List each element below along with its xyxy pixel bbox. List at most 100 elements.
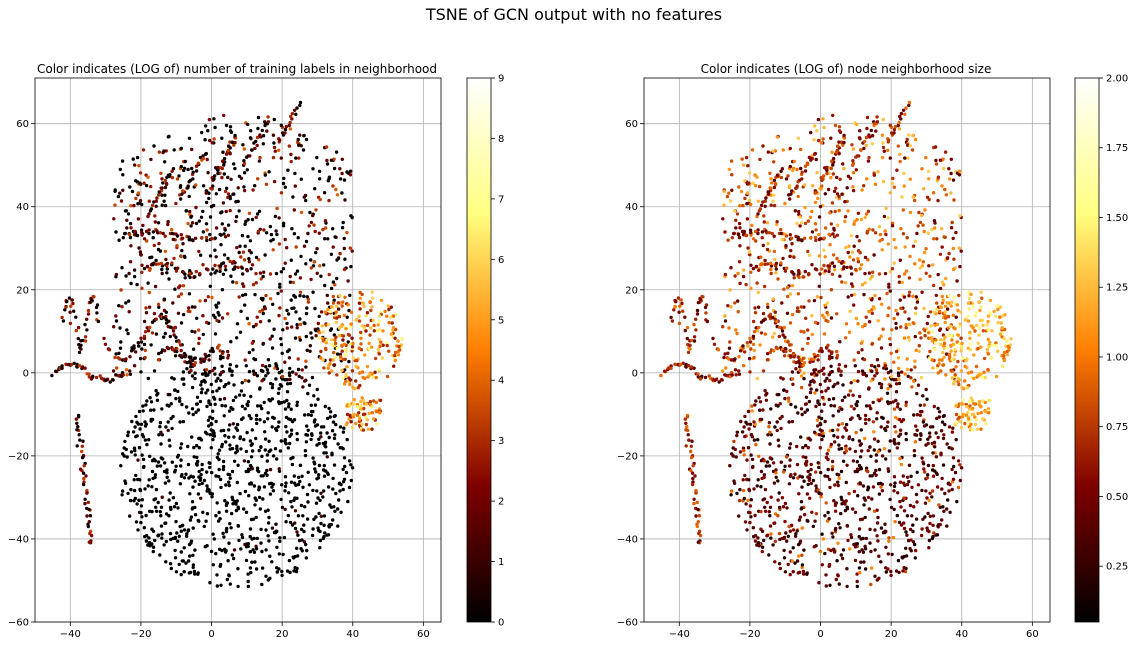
scatter-point [277, 467, 281, 471]
scatter-point [877, 399, 881, 403]
scatter-point [181, 377, 186, 381]
scatter-point [187, 136, 192, 140]
scatter-point [828, 485, 832, 490]
scatter-point [376, 323, 380, 327]
scatter-point [938, 286, 943, 291]
scatter-point [898, 258, 902, 262]
scatter-point [176, 311, 181, 315]
scatter-point [818, 272, 822, 276]
scatter-point [154, 317, 158, 321]
scatter-point [200, 130, 204, 135]
scatter-point [260, 406, 264, 411]
scatter-point [753, 229, 758, 234]
scatter-point [811, 524, 815, 529]
scatter-point [277, 371, 282, 375]
scatter-point [204, 235, 209, 240]
scatter-point [816, 117, 821, 122]
scatter-point [837, 129, 842, 133]
scatter-point [154, 505, 158, 509]
scatter-point [790, 312, 795, 317]
scatter-point [839, 553, 843, 557]
scatter-point [989, 356, 993, 360]
scatter-point [783, 519, 787, 524]
scatter-point [897, 274, 901, 279]
scatter-point [158, 425, 162, 429]
scatter-point [234, 200, 238, 204]
scatter-point [796, 136, 801, 140]
scatter-point [223, 189, 228, 194]
scatter-point [228, 140, 232, 144]
scatter-point [884, 206, 888, 211]
scatter-point [951, 313, 955, 317]
scatter-point [309, 220, 314, 225]
scatter-point [738, 281, 742, 286]
scatter-point [138, 171, 143, 175]
scatter-point [818, 549, 823, 554]
scatter-point [250, 217, 255, 222]
scatter-point [201, 156, 205, 161]
scatter-point [783, 501, 788, 506]
scatter-point [864, 468, 869, 473]
scatter-point [212, 395, 216, 400]
scatter-point [160, 177, 164, 181]
scatter-point [837, 443, 841, 447]
scatter-point [690, 338, 694, 343]
scatter-point [200, 357, 205, 361]
scatter-point [328, 415, 332, 419]
scatter-point [371, 296, 375, 300]
scatter-point [223, 235, 228, 239]
scatter-point [767, 464, 772, 468]
scatter-point [140, 270, 144, 274]
scatter-point [340, 304, 344, 308]
scatter-point [295, 269, 300, 273]
scatter-point [294, 156, 298, 160]
scatter-point [745, 202, 749, 206]
scatter-point [246, 572, 250, 576]
scatter-point [325, 455, 329, 459]
scatter-point [189, 224, 193, 228]
scatter-point [894, 398, 898, 403]
colorbar-tick-label: 2 [498, 497, 504, 508]
scatter-point [805, 161, 809, 165]
scatter-point [313, 306, 317, 311]
scatter-point [905, 533, 909, 537]
scatter-point [935, 237, 939, 241]
scatter-point [77, 433, 81, 437]
scatter-point [886, 552, 890, 556]
scatter-point [767, 231, 771, 235]
scatter-point [343, 357, 347, 361]
scatter-point [888, 497, 892, 502]
scatter-point [790, 370, 795, 374]
scatter-point [277, 567, 281, 571]
scatter-point [287, 402, 291, 406]
scatter-point [836, 435, 840, 439]
scatter-point [289, 159, 293, 164]
scatter-point [892, 185, 896, 189]
scatter-point [931, 191, 936, 195]
scatter-point [283, 489, 287, 493]
scatter-point [244, 449, 249, 454]
scatter-point [973, 329, 977, 333]
scatter-point [750, 457, 755, 462]
scatter-point [277, 148, 281, 152]
scatter-point [683, 315, 687, 319]
scatter-point [765, 460, 770, 464]
scatter-point [301, 485, 305, 489]
scatter-point [299, 210, 304, 215]
scatter-point [881, 327, 885, 331]
scatter-point [199, 496, 203, 500]
scatter-point [249, 416, 253, 421]
scatter-point [898, 407, 902, 411]
scatter-point [292, 569, 296, 573]
scatter-point [1005, 353, 1010, 357]
scatter-point [798, 515, 803, 519]
scatter-point [357, 417, 362, 421]
scatter-point [944, 373, 948, 377]
scatter-point [207, 358, 211, 362]
scatter-point [312, 260, 316, 264]
scatter-point [841, 143, 845, 147]
scatter-point [278, 449, 283, 453]
scatter-point [273, 149, 277, 153]
scatter-point [304, 334, 308, 339]
scatter-point [935, 533, 940, 537]
